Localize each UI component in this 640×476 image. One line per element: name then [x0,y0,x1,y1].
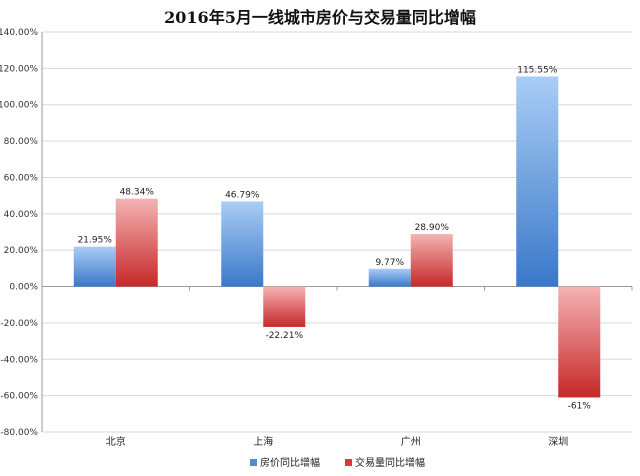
bar-price [516,76,559,287]
y-tick-label: -60.00% [0,392,38,402]
data-label: 115.55% [517,65,557,75]
data-label: -22.21% [265,331,303,341]
bar-layer [73,76,601,398]
x-category-label: 北京 [106,435,126,448]
data-label: 48.34% [120,188,155,198]
x-category-label: 深圳 [548,436,568,448]
y-tick-label: 20.00% [4,246,39,256]
bar-volume [263,286,306,327]
data-label: -61% [568,401,592,411]
bar-price [368,268,411,287]
y-tick-label: 0.00% [9,283,38,293]
bar-volume [410,234,453,287]
axis-layer: 140.00% 120.00% 100.00% 80.00% 60.00% 40.00% 2… [0,28,633,448]
chart-title: 2016年5月一线城市房价与交易量同比增幅 [164,8,476,27]
legend: 房价同比增幅 交易量同比增幅 [250,456,425,469]
label-layer: 21.95% 48.34% 46.79% -22.21% 9.77% 28.90% 115.… [78,65,592,411]
data-label: 9.77% [375,258,404,268]
bar-volume [558,286,601,398]
data-label: 28.90% [415,223,450,233]
data-label: 46.79% [225,190,260,200]
y-tick-label: -20.00% [0,319,38,329]
y-tick-label: -80.00% [0,428,38,438]
y-tick-label: 100.00% [0,101,38,111]
legend-label: 房价同比增幅 [260,456,320,469]
x-category-label: 广州 [401,436,421,448]
y-tick-label: 80.00% [4,137,39,147]
y-tick-label: 60.00% [4,173,39,183]
legend-swatch [250,459,257,466]
y-tick-label: -40.00% [0,355,38,365]
y-tick-label: 120.00% [0,64,38,74]
bar-volume [115,198,158,287]
bar-price [73,246,116,287]
legend-swatch [345,459,352,466]
y-tick-label: 140.00% [0,28,38,38]
legend-label: 交易量同比增幅 [355,456,425,469]
y-tick-label: 40.00% [4,210,39,220]
x-category-label: 上海 [253,435,273,448]
bar-price [221,201,264,287]
data-label: 21.95% [78,236,113,246]
